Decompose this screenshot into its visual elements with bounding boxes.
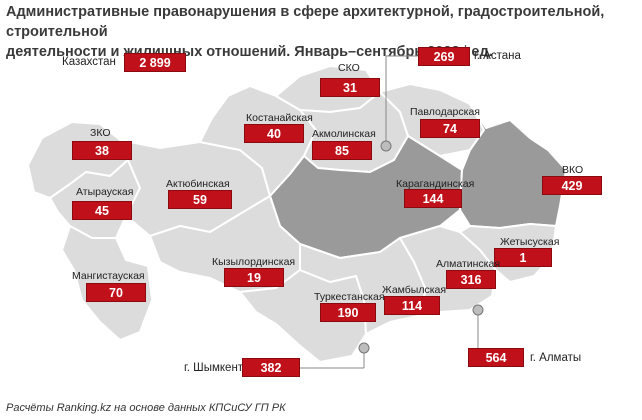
astana-marker <box>380 140 392 152</box>
almaty-marker <box>472 304 484 316</box>
sko-label: СКО <box>338 62 360 74</box>
zhetysu-value: 1 <box>494 248 552 267</box>
karaganda-label: Карагандинская <box>396 178 475 190</box>
kyzylorda-label: Кызылординская <box>212 256 296 268</box>
sko-value: 31 <box>320 78 380 97</box>
aktobe-label: Актюбинская <box>166 178 230 190</box>
almaty-obl-value: 316 <box>446 270 496 289</box>
zko-label: ЗКО <box>90 127 111 139</box>
astana-label: г. Астана <box>474 50 521 62</box>
astana-value: 269 <box>418 47 470 66</box>
atyrau-value: 45 <box>72 201 132 220</box>
akmola-value: 85 <box>312 141 372 160</box>
kostanay-value: 40 <box>244 124 304 143</box>
turkestan-value: 190 <box>320 303 376 322</box>
shymkent-label: г. Шымкент <box>184 362 244 374</box>
karaganda-value: 144 <box>404 189 462 208</box>
mangystau-label: Мангистауская <box>72 270 145 282</box>
kostanay-label: Костанайская <box>246 112 313 124</box>
atyrau-label: Атырауская <box>76 186 134 198</box>
mangystau-value: 70 <box>86 283 146 302</box>
kazakhstan-value: 2 899 <box>124 53 186 72</box>
shymkent-value: 382 <box>242 358 300 377</box>
zhetysu-label: Жетысуская <box>500 236 560 248</box>
zhambyl-value: 114 <box>384 296 440 315</box>
shymkent-marker <box>358 342 370 354</box>
title-unit: ед. <box>471 44 493 60</box>
almaty-value: 564 <box>468 348 524 367</box>
kazakhstan-label: Казахстан <box>62 56 116 68</box>
vko-value: 429 <box>542 176 602 195</box>
almaty-label: г. Алматы <box>530 352 582 364</box>
title-line-1: Административные правонарушения в сфере … <box>6 4 605 40</box>
aktobe-value: 59 <box>168 190 232 209</box>
almaty-obl-label: Алматинская <box>436 258 501 270</box>
kyzylorda-value: 19 <box>224 268 284 287</box>
zhambyl-label: Жамбылская <box>382 284 447 296</box>
pavlodar-value: 74 <box>420 119 480 138</box>
zko-value: 38 <box>72 141 132 160</box>
source-note: Расчёты Ranking.kz на основе данных КПСи… <box>6 402 286 414</box>
akmola-label: Акмолинская <box>312 128 376 140</box>
vko-label: ВКО <box>562 164 584 176</box>
pavlodar-label: Павлодарская <box>410 106 480 118</box>
turkestan-label: Туркестанская <box>314 291 385 303</box>
